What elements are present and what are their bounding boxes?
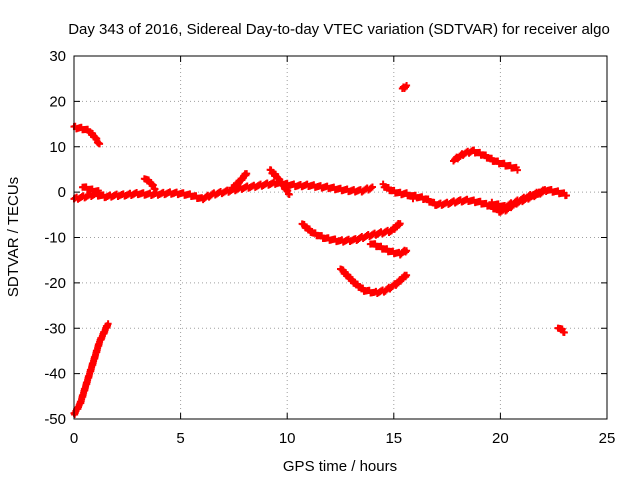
data-point [560,328,568,336]
series-arc-4 [79,183,104,197]
data-point [403,247,411,255]
series-arc-15 [554,324,568,336]
series-group [70,81,570,419]
data-point [151,185,159,193]
data-point [396,220,404,228]
data-point [285,191,293,199]
series-arc-9 [337,265,411,297]
y-tick-label: -40 [44,366,66,383]
x-tick-label: 15 [385,430,402,447]
series-arc-8 [298,219,404,246]
data-point [243,170,251,178]
y-tick-label: 0 [58,184,66,201]
ticks: 0 5 10 15 20 25 -50 -40 -30 -20 -10 0 10 20 30 [44,48,615,447]
series-arc-16 [488,186,547,211]
x-tick-label: 25 [599,430,616,447]
series-arc-10 [366,240,411,259]
y-tick-label: -10 [44,230,66,247]
x-tick-label: 10 [279,430,296,447]
series-arc-12 [398,81,411,93]
y-axis-label: SDTVAR / TECUs [5,177,22,297]
data-point [368,183,376,191]
data-point [538,187,546,195]
series-arc-6 [228,170,251,193]
data-point [513,166,521,174]
data-point [96,189,104,197]
data-point [402,248,410,256]
data-point [403,81,411,89]
y-tick-label: -50 [44,411,66,428]
series-arc-7 [266,166,293,199]
y-tick-label: 30 [49,48,66,65]
data-point [539,186,547,194]
x-tick-label: 20 [492,430,509,447]
series-arc-5 [140,175,159,193]
data-point [96,140,104,148]
series-arc-14 [449,146,521,174]
x-tick-label: 0 [70,430,78,447]
chart-title: Day 343 of 2016, Sidereal Day-to-day VTE… [68,21,610,38]
series-arc-1 [70,320,112,419]
y-tick-label: 20 [49,93,66,110]
y-tick-label: -30 [44,320,66,337]
y-tick-label: 10 [49,139,66,156]
y-tick-label: -20 [44,275,66,292]
x-axis-label: GPS time / hours [283,458,397,475]
data-point [403,271,411,279]
x-tick-label: 5 [176,430,184,447]
data-point [562,191,570,199]
series-arc-2 [70,122,104,148]
data-point [104,320,112,328]
